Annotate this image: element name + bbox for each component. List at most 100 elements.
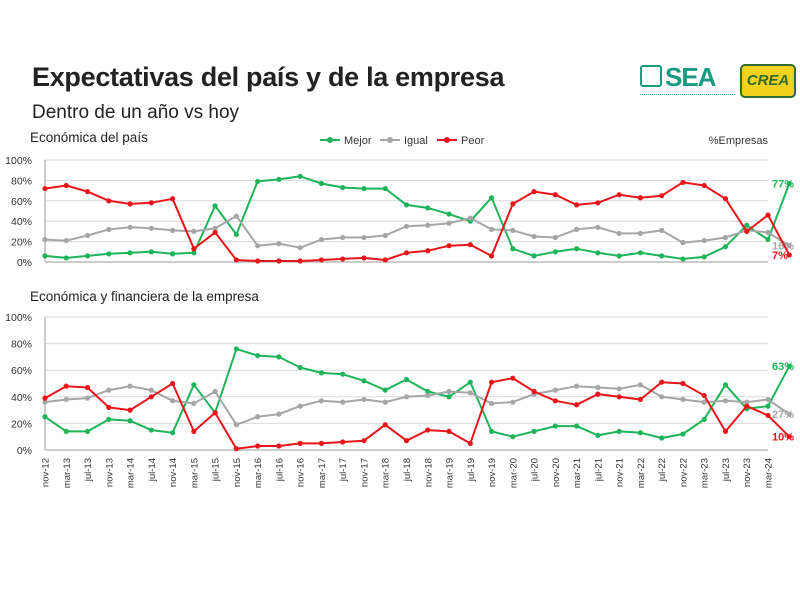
y-tick-label: 60%	[11, 196, 32, 208]
y-tick-label: 40%	[11, 216, 32, 228]
legend-marker-igual	[387, 137, 393, 143]
data-point-peor	[169, 196, 176, 202]
data-point-mejor	[786, 363, 792, 369]
data-point-mejor	[531, 253, 537, 259]
data-point-igual	[510, 227, 516, 233]
data-point-igual	[488, 400, 495, 407]
data-point-mejor	[361, 378, 367, 384]
data-point-igual	[637, 382, 644, 388]
data-point-peor	[552, 192, 558, 198]
data-point-mejor	[701, 416, 707, 423]
data-point-peor	[595, 200, 601, 206]
x-tick-label: nov-20	[551, 458, 562, 487]
x-tick-label: mar-16	[253, 458, 264, 488]
data-point-mejor	[361, 185, 367, 192]
data-point-peor	[403, 438, 410, 444]
data-point-mejor	[42, 253, 48, 259]
data-point-mejor	[574, 423, 580, 429]
chart1-title: Económica del país	[30, 130, 148, 145]
data-point-mejor	[637, 430, 644, 436]
x-tick-label: mar-18	[381, 458, 392, 488]
data-point-peor	[233, 446, 239, 452]
data-point-mejor	[510, 246, 516, 252]
data-point-mejor	[276, 176, 282, 182]
data-point-peor	[552, 398, 558, 404]
data-point-igual	[361, 396, 367, 403]
data-point-peor	[744, 403, 750, 409]
x-tick-label: jul-22	[657, 458, 668, 482]
legend-label-peor: Peor	[461, 135, 485, 147]
data-point-igual	[212, 388, 218, 395]
y-tick-label: 0%	[17, 257, 32, 269]
data-point-igual	[361, 234, 367, 241]
series-line-mejor	[44, 175, 791, 260]
data-point-igual	[42, 399, 48, 405]
data-point-peor	[446, 243, 452, 249]
data-point-igual	[552, 387, 558, 393]
data-point-igual	[297, 403, 303, 409]
data-point-igual	[595, 224, 601, 230]
page-title: Expectativas del país y de la empresa	[32, 62, 505, 92]
data-point-peor	[637, 195, 644, 201]
data-point-igual	[446, 220, 452, 226]
x-tick-label: nov-13	[104, 458, 115, 487]
end-label-igual: 27%	[772, 409, 794, 421]
data-point-peor	[616, 192, 622, 198]
y-tick-label: 20%	[11, 237, 32, 249]
data-point-igual	[786, 411, 792, 417]
data-point-mejor	[191, 382, 197, 388]
data-point-peor	[148, 200, 154, 206]
data-point-igual	[191, 228, 197, 234]
data-point-peor	[403, 250, 410, 256]
legend-marker-mejor	[327, 137, 333, 143]
data-point-peor	[637, 396, 644, 403]
data-point-peor	[42, 185, 48, 192]
x-tick-label: jul-20	[530, 458, 541, 482]
data-point-igual	[425, 392, 431, 399]
data-point-mejor	[659, 435, 665, 441]
data-point-igual	[637, 230, 644, 237]
y-tick-label: 60%	[11, 365, 32, 377]
x-tick-label: nov-17	[359, 458, 370, 487]
end-label-igual: 16%	[772, 241, 794, 253]
data-point-mejor	[467, 379, 473, 385]
data-point-mejor	[297, 364, 303, 371]
data-point-peor	[42, 395, 48, 401]
data-point-mejor	[765, 403, 771, 409]
data-point-mejor	[63, 428, 69, 434]
chart2-title: Económica y financiera de la empresa	[30, 289, 259, 304]
data-point-igual	[148, 387, 154, 393]
legend-marker-peor	[444, 137, 450, 143]
data-point-peor	[595, 391, 601, 397]
data-point-mejor	[106, 416, 112, 423]
data-point-peor	[765, 412, 771, 419]
sea-logo-text: SEA	[665, 62, 716, 92]
y-tick-label: 40%	[11, 392, 32, 404]
data-point-igual	[148, 225, 154, 231]
data-point-peor	[722, 428, 729, 434]
data-point-peor	[616, 394, 622, 400]
data-point-mejor	[680, 256, 686, 262]
data-point-igual	[744, 399, 750, 405]
data-point-igual	[276, 241, 282, 247]
data-point-peor	[212, 410, 218, 416]
data-point-igual	[191, 400, 197, 407]
x-tick-label: mar-24	[764, 458, 775, 488]
data-point-mejor	[531, 428, 537, 434]
data-point-igual	[276, 411, 282, 417]
data-point-peor	[701, 392, 707, 399]
data-point-igual	[425, 222, 431, 228]
end-label-peor: 10%	[772, 432, 794, 444]
data-point-igual	[680, 396, 686, 403]
x-tick-label: nov-15	[232, 458, 243, 487]
data-point-igual	[340, 399, 346, 405]
y-tick-label: 80%	[11, 339, 32, 351]
data-point-peor	[488, 379, 495, 385]
series-line-igual	[44, 383, 790, 426]
data-point-igual	[616, 386, 622, 392]
data-point-igual	[680, 240, 686, 246]
data-point-mejor	[488, 195, 495, 201]
legend-label-igual: Igual	[404, 135, 428, 147]
x-tick-label: jul-16	[274, 458, 285, 482]
